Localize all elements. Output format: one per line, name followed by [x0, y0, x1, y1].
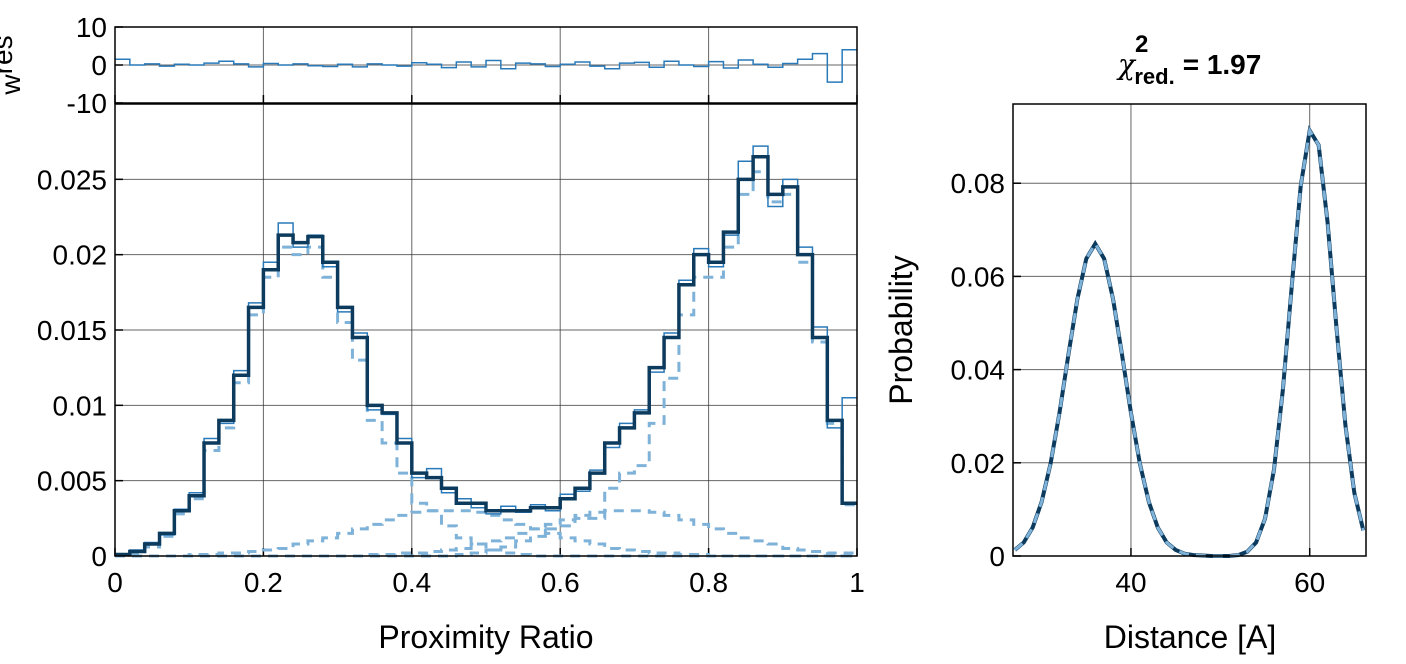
x-tick-label: 40: [1115, 567, 1146, 598]
series-line: [1013, 124, 1366, 558]
x-tick-label: 0.8: [689, 567, 728, 598]
x-tick-label: 0: [107, 567, 123, 598]
y-tick-label: 0.08: [951, 168, 1006, 199]
label-sub: res: [0, 35, 18, 74]
plot-frame: [114, 26, 858, 104]
y-tick-label: 0.04: [951, 355, 1006, 386]
y-tick-label: 0: [91, 50, 107, 81]
series-line: [115, 145, 857, 556]
series-line: [1013, 126, 1365, 558]
y-tick-label: 10: [76, 12, 107, 43]
x-tick-label: 0.4: [392, 567, 431, 598]
y-tick-label: -10: [67, 88, 107, 119]
x-tick-label: 1: [849, 567, 865, 598]
y-tick-label: 0.01: [53, 390, 108, 421]
y-tick-label: 0.02: [951, 448, 1006, 479]
title-sup: 2: [1135, 31, 1148, 58]
plot-frame: [1012, 103, 1367, 557]
series-line: [115, 154, 857, 557]
y-tick-label: 0: [989, 541, 1005, 572]
residual-y-label: wres: [0, 35, 26, 95]
y-tick-label: 0.015: [37, 315, 107, 346]
x-axis-label: Distance [A]: [1104, 619, 1277, 655]
series-line: [115, 509, 857, 558]
y-axis-label: Probability: [883, 255, 919, 404]
y-tick-label: 0: [91, 541, 107, 572]
title-symbol: χ: [1116, 48, 1137, 81]
title-sub: red.: [1134, 64, 1174, 89]
series-line: [115, 170, 857, 558]
series-line: [115, 49, 857, 83]
y-tick-label: 0.005: [37, 466, 107, 497]
chart-title: χ2 red. = 1.97: [1116, 31, 1261, 89]
label-base: w: [0, 74, 26, 96]
x-tick-label: 0.6: [541, 567, 580, 598]
title-text: = 1.97: [1183, 49, 1262, 80]
x-axis-label: Proximity Ratio: [378, 619, 593, 655]
y-tick-label: 0.06: [951, 261, 1006, 292]
y-tick-label: 0.02: [53, 240, 108, 271]
plot-frame: [114, 103, 858, 557]
y-tick-label: 0.025: [37, 164, 107, 195]
x-tick-label: 60: [1294, 567, 1325, 598]
x-tick-label: 0.2: [244, 567, 283, 598]
